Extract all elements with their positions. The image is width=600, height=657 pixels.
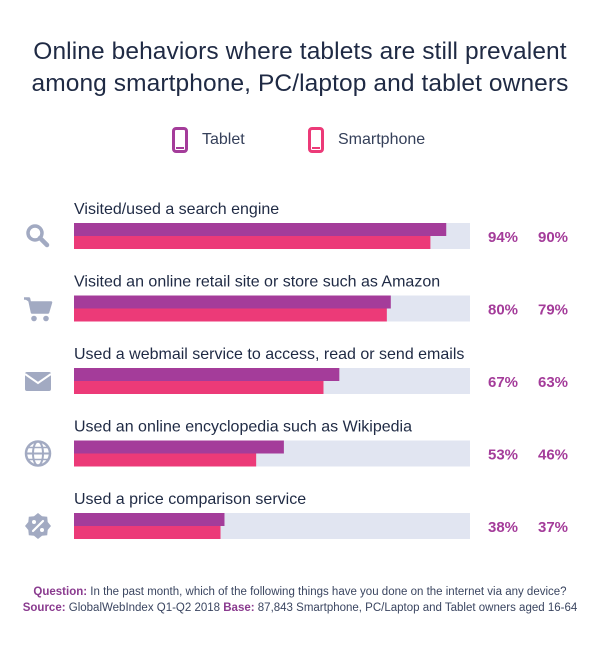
base-text: 87,843 Smartphone, PC/Laptop and Tablet … (254, 602, 578, 614)
cart-icon (24, 297, 53, 314)
smartphone-device-icon (308, 127, 324, 153)
value-label-smartphone: 46% (538, 447, 568, 464)
value-label-smartphone: 63% (538, 374, 568, 391)
cart-wheel-left (31, 315, 37, 322)
category-label: Used a price comparison service (74, 491, 306, 508)
chart-title: Online behaviors where tablets are still… (0, 36, 600, 100)
value-label-smartphone: 90% (538, 229, 568, 246)
category-label: Visited/used a search engine (74, 201, 279, 218)
bar-tablet (74, 440, 284, 454)
category-label: Used an online encyclopedia such as Wiki… (74, 419, 412, 436)
value-label-tablet: 53% (488, 447, 518, 464)
source-text: GlobalWebIndex Q1-Q2 2018 (65, 602, 224, 614)
legend-label-tablet: Tablet (202, 131, 245, 148)
footer-question: Question: In the past month, which of th… (0, 585, 600, 600)
bar-tablet (74, 513, 225, 526)
mail-icon-flap (24, 373, 52, 385)
search-icon-handle (37, 235, 50, 248)
legend-label-smartphone: Smartphone (338, 131, 426, 148)
bar-smartphone (74, 236, 431, 249)
source-label: Source: (22, 602, 66, 614)
bar-tablet (74, 223, 447, 236)
value-label-tablet: 38% (488, 519, 518, 536)
chart-title-line-2: among smartphone, PC/laptop and tablet o… (31, 70, 569, 97)
bar-smartphone (74, 308, 387, 322)
discount-badge-dot-top (32, 520, 36, 524)
value-label-smartphone: 79% (538, 302, 568, 319)
discount-badge-slash (31, 519, 45, 533)
footer-source: Source: GlobalWebIndex Q1-Q2 2018 Base: … (0, 601, 600, 616)
bar-smartphone (74, 526, 221, 539)
value-label-smartphone: 37% (538, 519, 568, 536)
tablet-device-icon (172, 127, 188, 153)
cart-wheel-right (43, 315, 49, 322)
bar-tablet (74, 295, 391, 309)
value-label-tablet: 67% (488, 374, 518, 391)
search-icon (26, 224, 44, 242)
category-label: Used a webmail service to access, read o… (74, 346, 464, 363)
discount-badge-dot-bottom (40, 528, 44, 532)
legend: Tablet Smartphone (0, 126, 600, 160)
bar-tablet (74, 368, 340, 381)
base-label: Base: (223, 602, 255, 614)
bar-smartphone (74, 381, 324, 394)
value-label-tablet: 94% (488, 229, 518, 246)
mail-icon (25, 372, 51, 391)
question-label: Question: (33, 586, 88, 598)
category-label: Visited an online retail site or store s… (74, 274, 440, 291)
bar-smartphone (74, 453, 257, 467)
value-label-tablet: 80% (488, 302, 518, 319)
question-text: In the past month, which of the followin… (87, 586, 567, 598)
chart-title-line-1: Online behaviors where tablets are still… (33, 38, 567, 65)
